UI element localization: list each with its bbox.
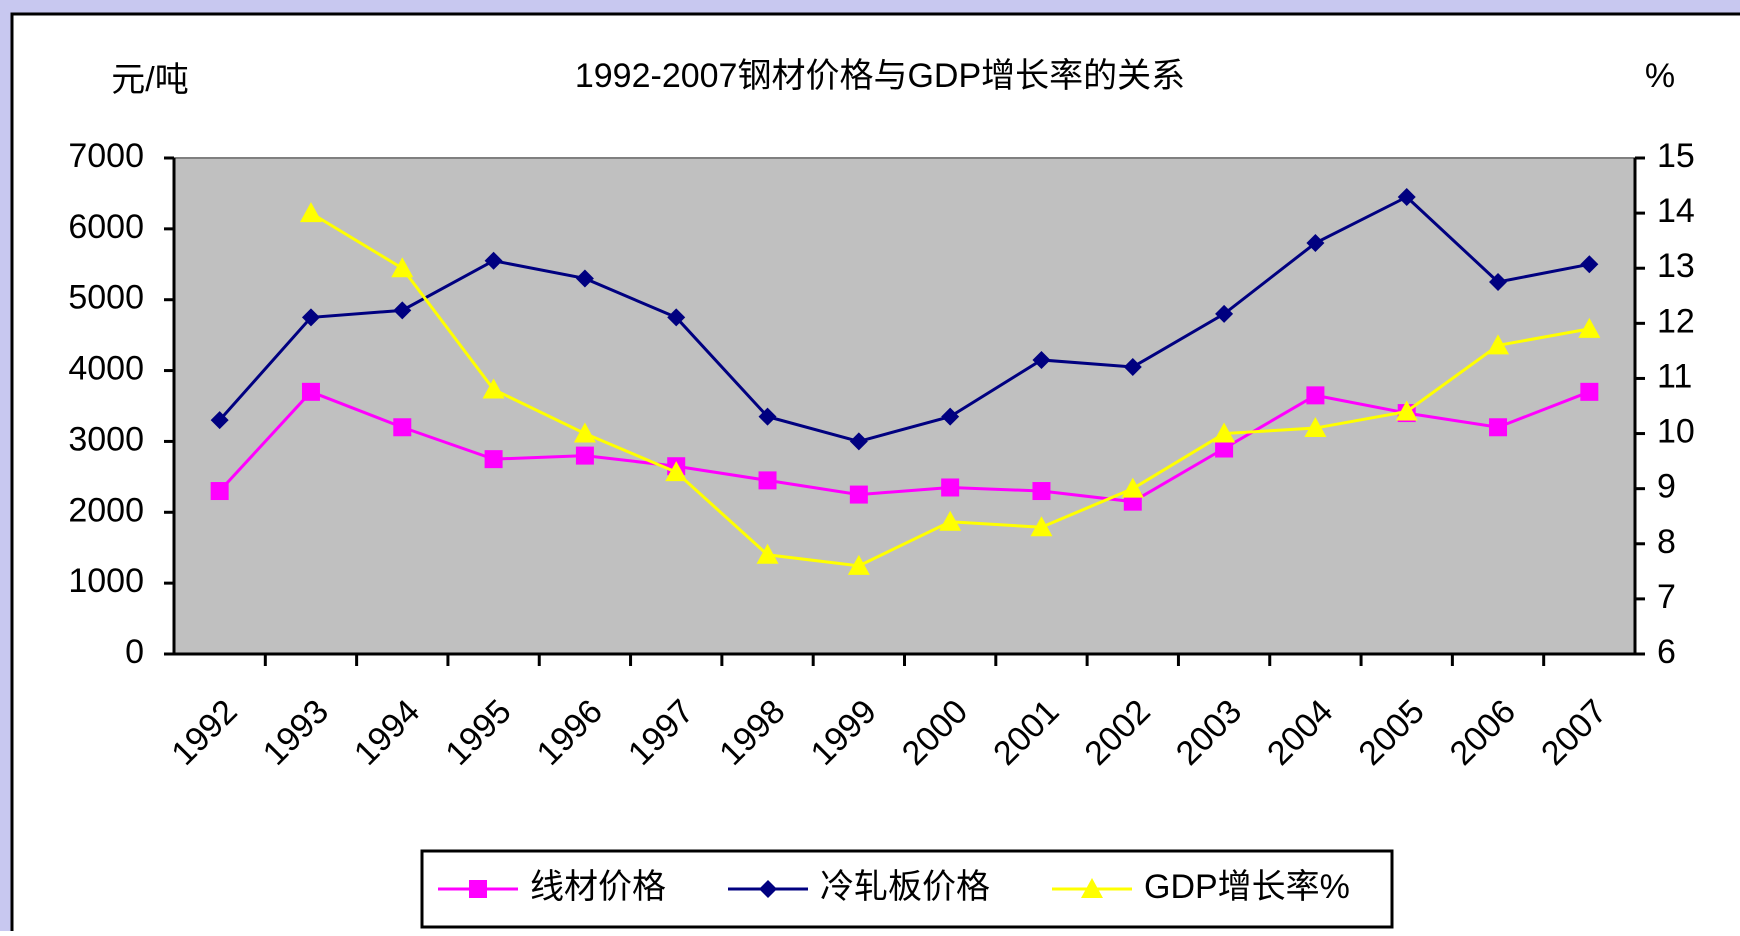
marker [484, 251, 503, 270]
marker [758, 471, 777, 490]
marker [1395, 400, 1418, 421]
marker [1030, 516, 1053, 537]
marker [469, 880, 487, 898]
y-tick-label: 2000 [68, 491, 144, 529]
marker [575, 269, 594, 288]
marker [1487, 334, 1510, 355]
marker [1580, 255, 1599, 274]
y2-tick-label: 15 [1657, 137, 1695, 175]
y-tick-label: 7000 [68, 137, 144, 175]
marker [849, 432, 868, 451]
marker [1081, 878, 1103, 898]
y-tick-label: 5000 [68, 279, 144, 317]
y2-tick-label: 13 [1657, 247, 1695, 285]
marker [301, 308, 320, 327]
marker [1213, 422, 1236, 443]
series-line [218, 195, 1590, 443]
marker [575, 446, 594, 465]
y2-tick-label: 14 [1657, 192, 1695, 230]
marker [941, 407, 960, 426]
y2-tick-label: 6 [1657, 633, 1676, 671]
marker [482, 378, 505, 399]
marker [1306, 234, 1325, 253]
legend-label: 冷轧板价格 [820, 868, 990, 906]
marker [1489, 273, 1508, 291]
marker [758, 407, 777, 426]
marker [665, 461, 688, 482]
legend-box [420, 849, 1394, 929]
marker [210, 411, 229, 430]
marker [1215, 439, 1234, 458]
marker [1578, 317, 1601, 338]
marker [1397, 187, 1416, 206]
marker [1304, 417, 1327, 438]
marker [759, 880, 777, 898]
plot-area [173, 157, 1636, 655]
marker [393, 301, 412, 320]
marker [301, 382, 320, 401]
marker [1489, 418, 1508, 437]
y2-tick-label: 11 [1657, 357, 1692, 395]
marker [1580, 382, 1599, 401]
y2-axis-label: % [1645, 57, 1675, 95]
series-line [218, 390, 1590, 504]
y-tick-label: 3000 [68, 420, 144, 458]
y2-tick-label: 7 [1657, 578, 1676, 616]
marker [1032, 482, 1051, 501]
marker [849, 485, 868, 504]
marker [939, 510, 962, 531]
y2-tick-label: 8 [1657, 523, 1676, 561]
y2-tick-label: 9 [1657, 468, 1676, 506]
marker [941, 478, 960, 497]
y-tick-label: 0 [125, 633, 144, 671]
marker [1123, 358, 1142, 377]
marker [667, 308, 686, 327]
marker [393, 418, 412, 437]
marker [756, 543, 779, 564]
marker [1306, 386, 1325, 405]
chart-title: 1992-2007钢材价格与GDP增长率的关系 [575, 57, 1185, 95]
y2-tick-label: 10 [1657, 413, 1695, 451]
marker [573, 422, 596, 443]
legend-label: 线材价格 [530, 868, 666, 906]
y-tick-label: 4000 [68, 350, 144, 388]
marker [484, 450, 503, 469]
marker [210, 482, 229, 501]
legend-label: GDP增长率% [1144, 868, 1350, 906]
marker [391, 257, 414, 278]
y-axis-label: 元/吨 [111, 61, 188, 99]
y2-tick-label: 12 [1657, 302, 1695, 340]
y-tick-label: 1000 [68, 562, 144, 600]
marker [299, 202, 322, 223]
marker [1215, 304, 1234, 323]
marker [847, 554, 870, 575]
marker [1032, 350, 1051, 369]
y-tick-label: 6000 [68, 208, 144, 246]
marker [1121, 477, 1144, 498]
